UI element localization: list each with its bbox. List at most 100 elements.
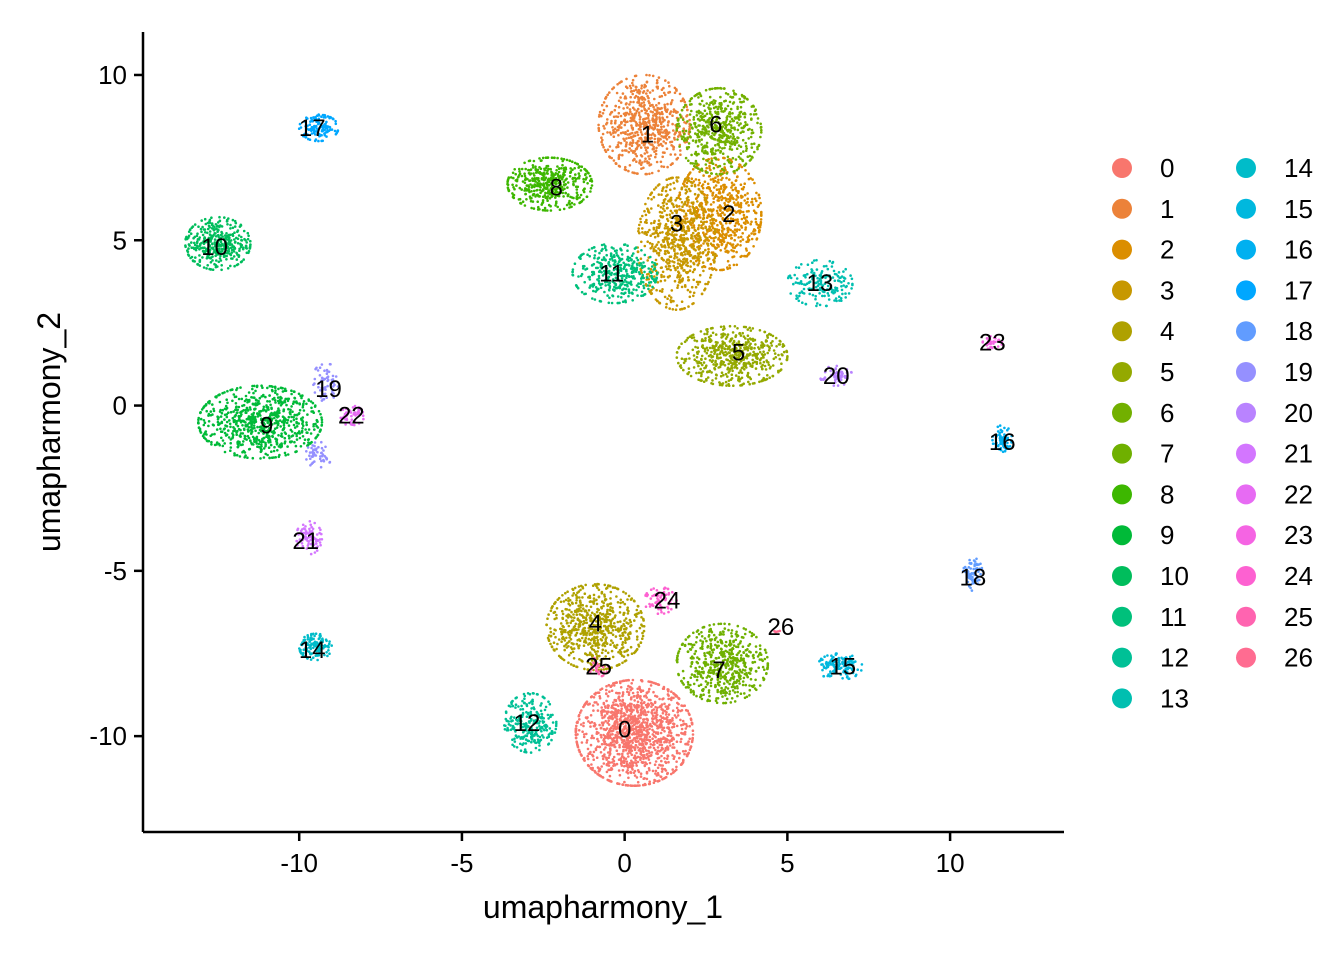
data-point [608, 613, 612, 616]
data-point [717, 105, 720, 109]
data-point [625, 137, 628, 140]
data-point [721, 218, 725, 221]
data-point [612, 159, 616, 162]
data-point [695, 355, 699, 359]
data-point [633, 134, 637, 138]
data-point [680, 201, 684, 204]
data-point [613, 763, 617, 767]
data-point [652, 741, 655, 744]
data-point [567, 633, 571, 636]
data-point [702, 269, 705, 273]
data-point [755, 191, 758, 195]
data-point [723, 156, 726, 160]
data-point [630, 784, 634, 787]
data-point [678, 752, 681, 755]
data-point [777, 343, 781, 346]
data-point [721, 152, 725, 155]
data-point [625, 721, 628, 725]
data-point [632, 119, 636, 122]
data-point [672, 725, 676, 729]
data-point [599, 733, 603, 737]
data-point [693, 164, 696, 168]
data-point [691, 729, 695, 732]
data-point [604, 637, 607, 641]
data-point [598, 723, 601, 727]
data-point [607, 768, 610, 772]
data-point [658, 301, 661, 305]
data-point [624, 744, 627, 748]
data-point [650, 245, 654, 248]
data-point [645, 221, 648, 224]
data-point [551, 605, 554, 608]
data-point [621, 153, 624, 157]
data-point [741, 158, 744, 162]
data-point [607, 629, 610, 633]
data-point [726, 104, 730, 108]
data-point [631, 715, 634, 718]
data-point [684, 285, 687, 288]
data-point [710, 153, 714, 156]
data-point [657, 204, 660, 207]
data-point [746, 334, 750, 338]
data-point [619, 686, 623, 689]
data-point [692, 224, 696, 227]
data-point [667, 713, 671, 716]
data-point [712, 180, 715, 183]
data-point [599, 621, 603, 624]
data-point [694, 140, 698, 144]
data-point [659, 142, 663, 146]
data-point [730, 181, 734, 185]
data-point [649, 143, 652, 146]
data-point [632, 723, 636, 727]
data-point [669, 188, 672, 192]
data-point [704, 357, 707, 361]
data-point [673, 257, 676, 260]
data-point [642, 101, 646, 104]
data-point [601, 617, 604, 621]
data-point [750, 146, 754, 149]
data-point [641, 747, 644, 750]
data-point [664, 79, 667, 82]
data-point [613, 711, 616, 715]
data-point [575, 613, 579, 616]
data-point [663, 730, 666, 733]
data-point [651, 89, 655, 92]
data-point [626, 606, 629, 609]
data-point [666, 193, 669, 197]
data-point [670, 226, 673, 230]
data-point [713, 259, 716, 263]
data-point [616, 723, 619, 726]
data-point [597, 646, 600, 650]
data-point [716, 223, 719, 227]
data-point [589, 638, 593, 642]
data-point [618, 745, 621, 749]
data-point [649, 163, 653, 166]
data-point [606, 131, 609, 134]
data-point [579, 606, 582, 609]
data-point [650, 712, 654, 715]
data-point [685, 185, 689, 188]
data-point [687, 305, 690, 308]
data-point [655, 724, 659, 728]
data-point [652, 105, 655, 109]
data-point [720, 243, 723, 247]
data-point [624, 617, 628, 620]
data-point [626, 690, 629, 694]
data-point [627, 150, 631, 154]
data-point [688, 250, 691, 253]
data-point [712, 222, 716, 225]
data-point [651, 743, 655, 747]
data-point [655, 146, 658, 150]
data-point [710, 236, 713, 240]
data-point [580, 614, 583, 617]
data-point [749, 222, 752, 226]
data-point [738, 228, 741, 232]
data-point [630, 652, 634, 655]
data-point [752, 142, 756, 145]
data-point [661, 697, 664, 701]
data-point [618, 165, 622, 168]
data-point [670, 101, 673, 104]
data-point [722, 373, 725, 377]
data-point [750, 347, 753, 351]
data-point [643, 701, 646, 704]
